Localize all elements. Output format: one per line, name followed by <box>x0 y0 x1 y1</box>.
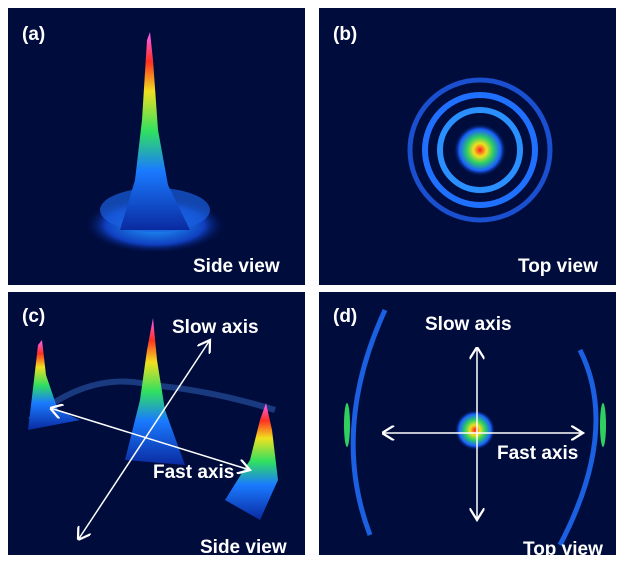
panel-label: (d) <box>333 306 357 327</box>
panel-caption: Side view <box>200 537 287 558</box>
axis-label: Slow axis <box>172 317 259 338</box>
axis-label: Fast axis <box>497 443 578 464</box>
beam-arc-core <box>600 403 606 447</box>
panel-label: (b) <box>333 24 357 45</box>
panel-d: (d) Slow axis Fast axis Top view <box>319 292 616 560</box>
panel-b: (b) Top view <box>319 8 616 285</box>
panel-a: (a) Side view <box>8 8 305 285</box>
axis-label: Slow axis <box>425 314 512 335</box>
axis-label: Fast axis <box>153 462 234 483</box>
panel-caption: Top view <box>518 256 598 277</box>
panel-c: (c) Slow axis Fast axis Side view <box>8 292 305 558</box>
figure: (a) Side view (b) Top view (c) Slow axis… <box>0 0 623 563</box>
panel-caption: Side view <box>193 256 280 277</box>
beam-core <box>454 124 506 176</box>
beam-core <box>455 410 495 450</box>
panel-label: (a) <box>22 24 45 45</box>
panel-label: (c) <box>22 306 45 327</box>
beam-arc-core <box>344 403 350 447</box>
panel-caption: Top view <box>523 539 603 560</box>
